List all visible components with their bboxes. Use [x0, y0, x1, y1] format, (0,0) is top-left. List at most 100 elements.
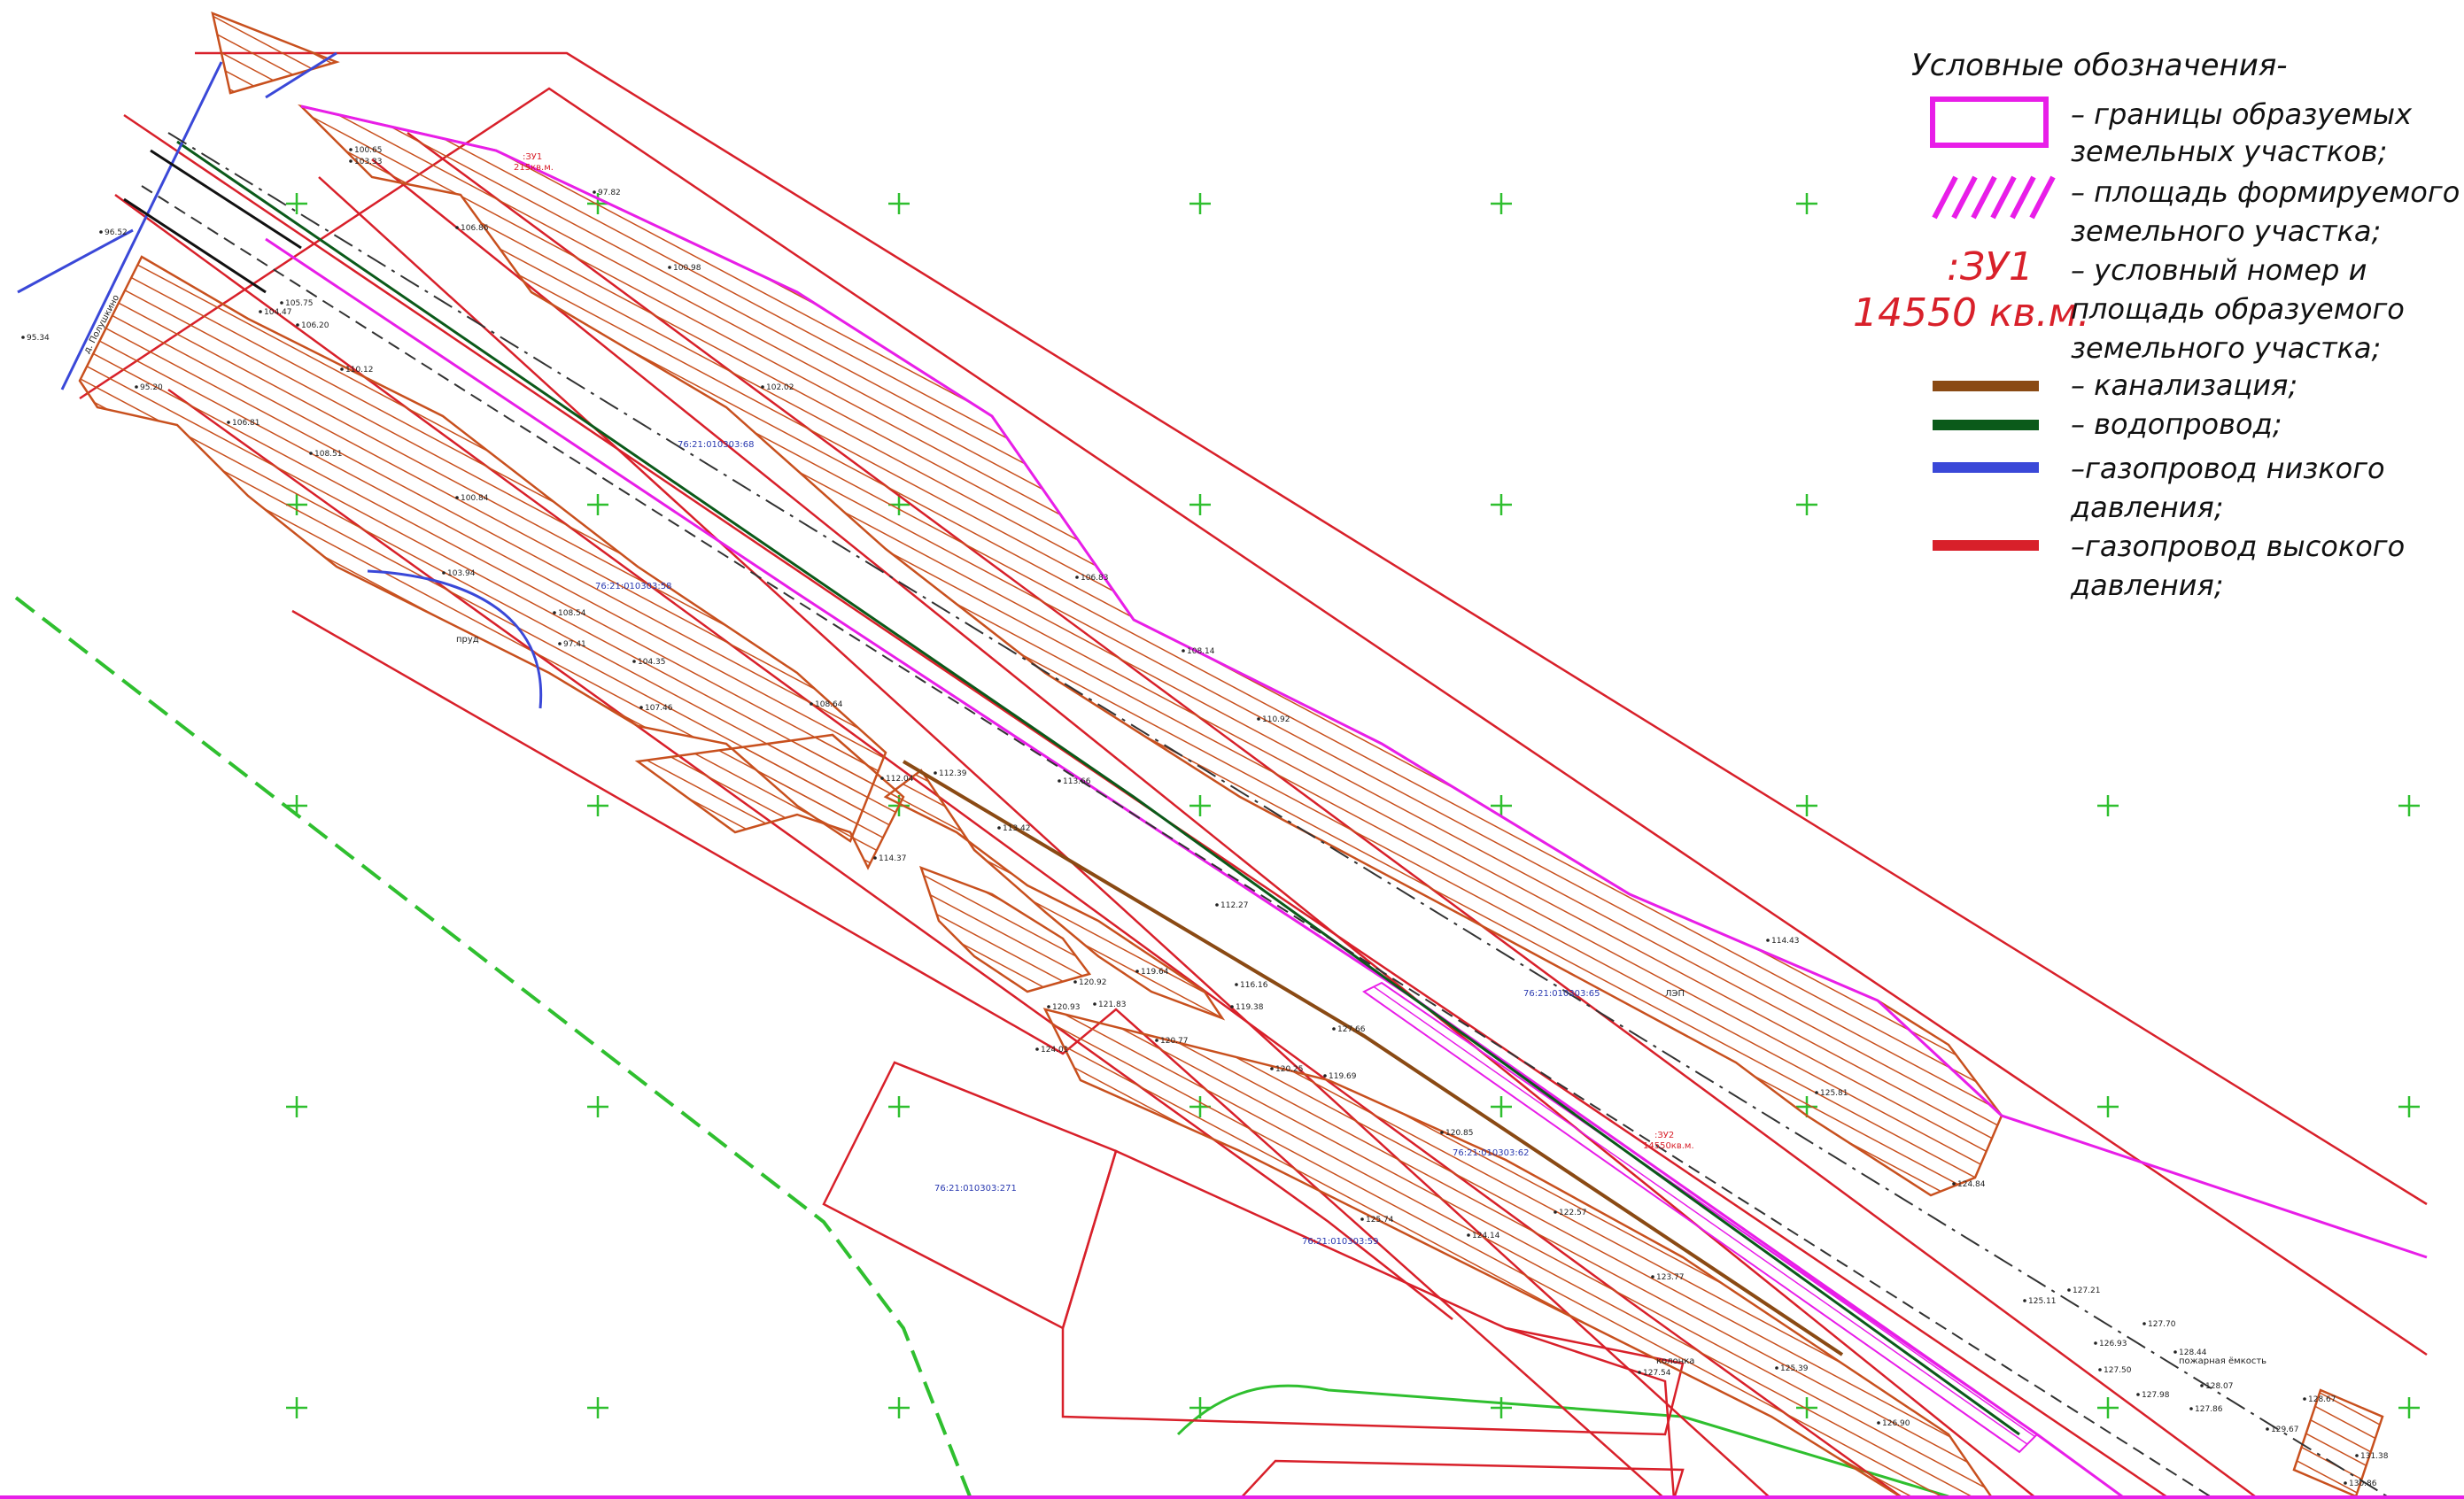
grid-cross: [1491, 1096, 1512, 1117]
gas-low-line-2: [17, 228, 134, 294]
elevation-point: [1467, 1233, 1470, 1237]
elevation-point: [99, 230, 103, 234]
legend-line: – площадь формируемого: [2071, 175, 2460, 209]
legend-line: –газопровод высокого: [2071, 529, 2405, 563]
elevation-label: 125.81: [1820, 1089, 1848, 1098]
elevation-point: [1215, 903, 1219, 907]
parcel-label: 76:21:010303:62: [1453, 1148, 1529, 1158]
elevation-point: [455, 496, 459, 499]
grid-cross: [286, 193, 307, 214]
grid-cross: [1189, 795, 1211, 816]
elevation-label: 122.57: [1559, 1209, 1587, 1217]
elevation-point: [761, 385, 764, 389]
grid-cross: [1796, 193, 1817, 214]
elevation-point: [1155, 1039, 1158, 1042]
elevation-label: 104.35: [638, 658, 666, 667]
elevation-point: [668, 266, 671, 269]
elevation-label: 106.83: [1081, 574, 1109, 583]
elevation-point: [296, 323, 299, 327]
elevation-label: 131.38: [2360, 1452, 2389, 1461]
elevation-label: 107.46: [645, 704, 673, 713]
elevation-label: 126.93: [2099, 1340, 2127, 1348]
elevation-label: 121.83: [1098, 1001, 1127, 1009]
elevation-point: [1058, 779, 1061, 783]
elevation-point: [593, 190, 596, 194]
elevation-point: [1073, 980, 1077, 984]
parcel-label: 76:21:010303:271: [934, 1184, 1017, 1194]
grid-cross: [1189, 494, 1211, 515]
elevation-label: 110.12: [345, 366, 374, 375]
legend-line: – водопровод;: [2071, 407, 2282, 441]
legend-line: – канализация;: [2071, 368, 2297, 402]
grid-cross: [1491, 1397, 1512, 1418]
legend-line: давления;: [2070, 568, 2223, 602]
elevation-point: [280, 301, 283, 305]
legend-gas-low-swatch: [1933, 462, 2039, 473]
elevation-point: [349, 148, 353, 151]
elevation-point: [1651, 1275, 1654, 1279]
elevation-label: 110.92: [1262, 715, 1290, 724]
utility-lines: [17, 51, 2392, 1499]
elevation-point: [2023, 1299, 2026, 1302]
elevation-point: [259, 310, 262, 313]
grid-cross: [2097, 795, 2119, 816]
elevation-point: [455, 226, 459, 229]
legend-line: давления;: [2070, 491, 2223, 524]
grid-cross: [587, 1397, 608, 1418]
legend-boundary-swatch: [1930, 97, 2049, 148]
grid-cross: [2097, 1397, 2119, 1418]
legend-line: –газопровод низкого: [2071, 452, 2385, 485]
grid-cross: [2097, 1096, 2119, 1117]
elevation-point: [1047, 1005, 1050, 1008]
elevation-point: [1775, 1366, 1778, 1370]
elevation-point: [1360, 1217, 1364, 1221]
elevation-label: 100.84: [461, 494, 489, 503]
elevation-point: [810, 702, 813, 706]
elevation-label: 130.86: [2349, 1480, 2377, 1488]
legend-line: – условный номер и: [2071, 253, 2367, 287]
elevation-label: 119.69: [1329, 1072, 1357, 1081]
elevation-point: [21, 336, 25, 339]
elevation-label: 113.66: [1063, 777, 1091, 786]
water-line: [176, 140, 2020, 1436]
elevation-label: 127.21: [2073, 1287, 2101, 1295]
elevation-point: [1270, 1067, 1274, 1070]
elevation-point: [227, 421, 230, 424]
elevation-point: [135, 385, 138, 389]
legend-line: земельных участков;: [2071, 135, 2387, 168]
grid-cross: [587, 494, 608, 515]
plot-area-label: 215кв.м.: [514, 163, 554, 173]
elevation-label: 106.81: [232, 419, 260, 428]
grid-cross: [1189, 193, 1211, 214]
elevation-point: [1554, 1210, 1557, 1214]
legend-water-swatch: [1933, 420, 2039, 430]
elevation-label: 112.39: [939, 769, 967, 778]
elevation-point: [1332, 1027, 1336, 1031]
elevation-point: [553, 611, 556, 614]
elevation-label: 127.86: [2195, 1405, 2223, 1414]
elevation-label: 124.01: [1041, 1046, 1069, 1055]
elevation-point: [2094, 1341, 2097, 1345]
elevation-label: 127.66: [1337, 1025, 1366, 1034]
elevation-point: [2173, 1350, 2177, 1354]
elevation-point: [1323, 1074, 1327, 1078]
elevation-point: [639, 706, 643, 709]
legend-line: площадь образуемого: [2071, 292, 2405, 326]
grid-cross: [1796, 494, 1817, 515]
forming-plot-hatch: [1362, 981, 2039, 1454]
sewer-line: [902, 760, 1844, 1356]
pump-label: колонка: [1656, 1356, 1694, 1366]
green-road-line: [1176, 1384, 1949, 1498]
elevation-point: [2136, 1393, 2140, 1396]
elevation-point: [340, 367, 344, 371]
elevation-point: [1638, 1371, 1641, 1374]
elevation-label: 126.90: [1882, 1419, 1910, 1428]
plot-number-label: :ЗУ1: [523, 152, 542, 162]
elevation-label: 112.27: [1220, 901, 1249, 910]
elevation-point: [1766, 939, 1770, 942]
power-line-label: ЛЭП: [1665, 989, 1685, 999]
legend-line: земельного участка;: [2071, 214, 2381, 248]
fire-tank-label: пожарная ёмкость: [2179, 1356, 2266, 1366]
elevation-label: 108.54: [558, 609, 586, 618]
